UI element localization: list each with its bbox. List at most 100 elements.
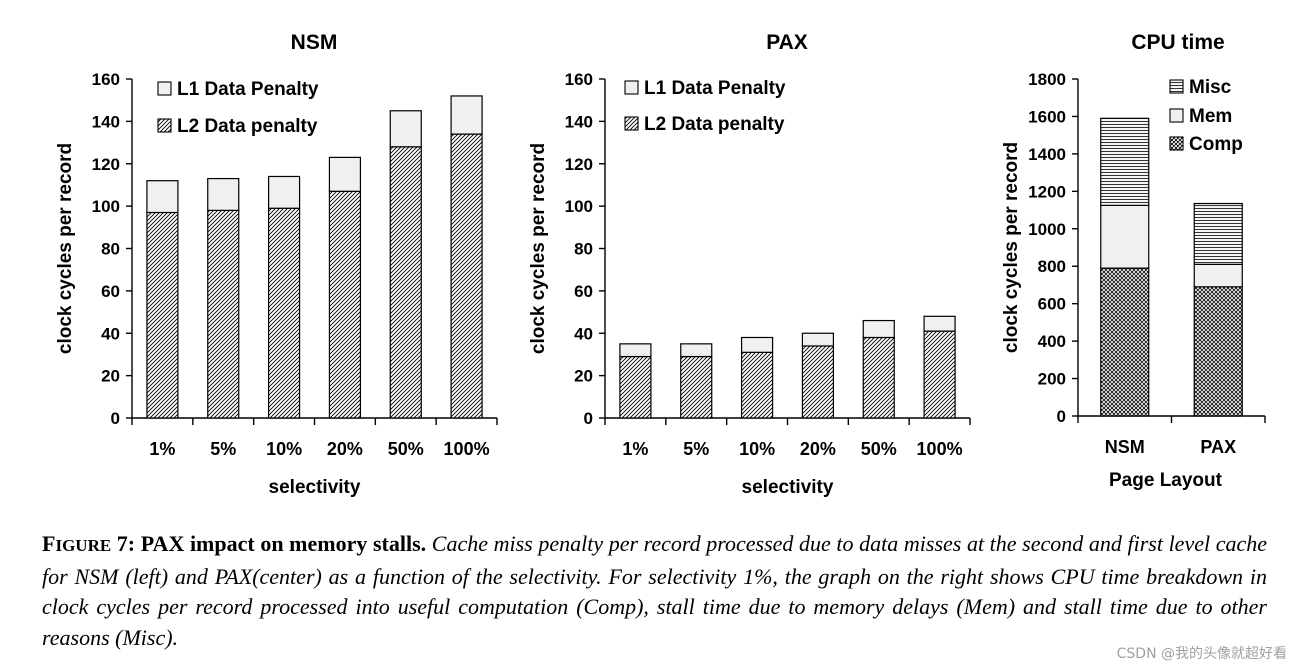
pax-bar-l2 [801, 345, 835, 419]
pax-x-tick-label: 5% [683, 439, 709, 459]
pax-bar-l1 [801, 332, 835, 347]
cpu-y-tick-label: 400 [1038, 332, 1066, 351]
nsm-legend-label: L1 Data Penalty [177, 79, 319, 100]
cpu-y-tick-label: 800 [1038, 257, 1066, 276]
nsm-legend-swatch [157, 118, 172, 133]
cpu-bar-misc [1100, 117, 1150, 206]
pax-y-tick-label: 120 [565, 155, 593, 174]
pax-bar-l1 [680, 343, 713, 358]
nsm-x-axis-label: selectivity [269, 477, 361, 498]
pax-y-tick-label: 20 [574, 367, 593, 386]
cpu-y-tick-label: 1200 [1028, 182, 1066, 201]
nsm-x-tick-label: 5% [210, 439, 236, 459]
nsm-y-tick-label: 80 [101, 240, 120, 259]
pax-x-tick-label: 20% [800, 439, 836, 459]
pax-y-tick-label: 40 [574, 324, 593, 343]
nsm-y-tick-label: 40 [101, 324, 120, 343]
pax-y-tick-label: 0 [584, 409, 593, 428]
cpu-legend-label: Mem [1189, 106, 1232, 127]
nsm-y-tick-label: 20 [101, 367, 120, 386]
nsm-y-tick-label: 160 [92, 70, 120, 89]
pax-y-tick-label: 80 [574, 240, 593, 259]
figure-caption: FIGURE 7: PAX impact on memory stalls. C… [42, 529, 1267, 653]
cpu-x-tick-label: PAX [1200, 437, 1236, 457]
caption-label: FIGURE 7: PAX impact on memory stalls. [42, 531, 427, 556]
nsm-y-tick-label: 120 [92, 155, 120, 174]
nsm-x-tick-label: 1% [149, 439, 175, 459]
nsm-bar-l1 [450, 95, 483, 135]
nsm-bar-l1 [146, 180, 179, 214]
pax-bar-l2 [923, 330, 956, 419]
nsm-bar-l2 [267, 207, 301, 419]
cpu-y-tick-label: 1000 [1028, 220, 1066, 239]
pax-bar-l1 [740, 336, 774, 353]
pax-x-tick-label: 50% [861, 439, 897, 459]
cpu-y-tick-label: 1600 [1028, 107, 1066, 126]
nsm-y-axis-label: clock cycles per record [55, 143, 76, 354]
nsm-bar-l2 [450, 133, 483, 419]
cpu-chart-title: CPU time [1131, 31, 1224, 54]
nsm-y-tick-label: 100 [92, 197, 120, 216]
cpu-legend-label: Misc [1189, 77, 1232, 98]
cpu-y-tick-label: 1400 [1028, 145, 1066, 164]
pax-x-tick-label: 10% [739, 439, 775, 459]
pax-x-axis-label: selectivity [742, 477, 834, 498]
cpu-legend-swatch [1169, 79, 1184, 94]
pax-bar-l1 [923, 315, 956, 332]
cpu-y-tick-label: 600 [1038, 295, 1066, 314]
pax-chart-title: PAX [766, 31, 808, 54]
nsm-bar-l1 [389, 110, 422, 148]
nsm-chart-title: NSM [291, 31, 338, 54]
cpu-bar-comp [1193, 286, 1243, 417]
pax-legend-label: L1 Data Penalty [644, 78, 786, 99]
pax-x-tick-label: 100% [917, 439, 963, 459]
figure-charts: NSM 0 20 40 60 80 100 120 140 160 1% 5% 10% 20% 50% 100… [55, 31, 1266, 498]
cpu-x-axis-label: Page Layout [1109, 470, 1223, 491]
caption-body: Cache miss penalty per record processed … [42, 531, 1267, 650]
nsm-legend-label: L2 Data penalty [177, 116, 318, 137]
watermark: CSDN @我的头像就超好看 [1116, 646, 1287, 662]
cpu-legend-swatch [1169, 108, 1184, 123]
nsm-bar-l2 [328, 190, 362, 419]
pax-y-tick-label: 100 [565, 197, 593, 216]
nsm-bar-l2 [389, 146, 422, 419]
cpu-bar-misc [1193, 202, 1243, 265]
pax-bar-l1 [862, 319, 895, 339]
cpu-y-tick-label: 0 [1057, 407, 1066, 426]
pax-legend-swatch [624, 116, 639, 131]
cpu-bar-comp [1100, 267, 1150, 417]
nsm-x-tick-label: 10% [266, 439, 302, 459]
nsm-x-tick-label: 100% [444, 439, 490, 459]
pax-bar-l2 [619, 355, 652, 419]
nsm-legend-swatch [157, 81, 172, 96]
pax-bar-l2 [680, 355, 713, 419]
nsm-bar-l2 [207, 209, 240, 419]
pax-y-tick-label: 160 [565, 70, 593, 89]
cpu-bar-mem [1193, 263, 1243, 288]
nsm-y-tick-label: 60 [101, 282, 120, 301]
pax-y-axis-label: clock cycles per record [528, 143, 549, 354]
pax-bar-l2 [862, 336, 895, 419]
cpu-y-axis-label: clock cycles per record [1001, 142, 1022, 353]
pax-bar-l2 [740, 351, 774, 419]
nsm-bar-l1 [328, 156, 362, 192]
pax-legend-label: L2 Data penalty [644, 114, 785, 135]
cpu-y-tick-label: 1800 [1028, 70, 1066, 89]
nsm-bar-l1 [207, 177, 240, 211]
nsm-y-tick-label: 0 [111, 409, 120, 428]
pax-legend-swatch [624, 80, 639, 95]
cpu-bar-mem [1100, 204, 1150, 269]
nsm-y-tick-label: 140 [92, 112, 120, 131]
nsm-bar-l2 [146, 211, 179, 419]
cpu-y-tick-label: 200 [1038, 370, 1066, 389]
pax-y-tick-label: 140 [565, 112, 593, 131]
nsm-x-tick-label: 50% [388, 439, 424, 459]
nsm-bar-l1 [267, 175, 301, 209]
pax-y-tick-label: 60 [574, 282, 593, 301]
cpu-legend-label: Comp [1189, 134, 1243, 155]
pax-bar-l1 [619, 343, 652, 358]
nsm-x-tick-label: 20% [327, 439, 363, 459]
cpu-x-tick-label: NSM [1105, 437, 1145, 457]
cpu-legend-swatch [1169, 136, 1184, 151]
pax-x-tick-label: 1% [622, 439, 648, 459]
